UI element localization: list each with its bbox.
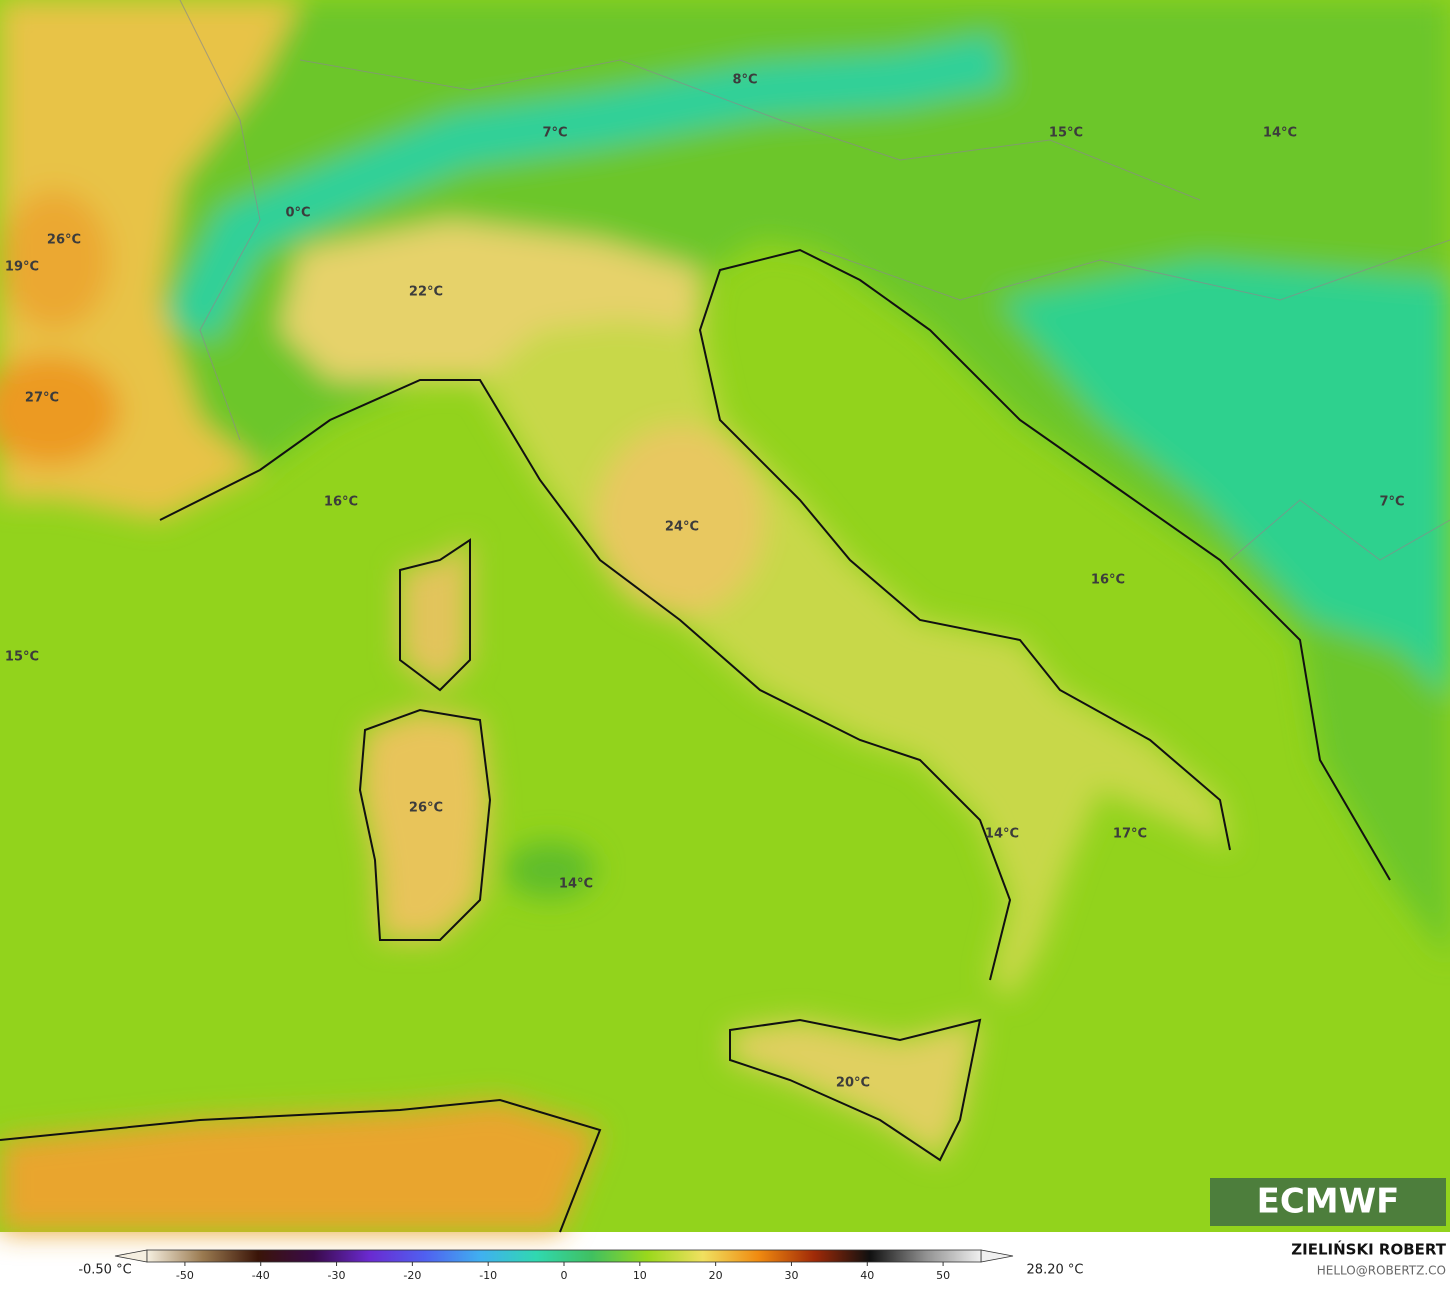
temperature-label: 14°C — [985, 827, 1019, 842]
max-label: 28.20 °C — [1027, 1263, 1084, 1278]
colorbar-tick-label: 50 — [936, 1269, 950, 1282]
colorbar-tick-label: 0 — [561, 1269, 568, 1282]
colorbar-left-end — [114, 1249, 148, 1263]
temperature-label: 14°C — [559, 877, 593, 892]
colorbar-tick-label: 20 — [709, 1269, 723, 1282]
logo: ECMWF — [1257, 1182, 1400, 1222]
temperature-label: 16°C — [324, 495, 358, 510]
colorbar-tick-label: 30 — [784, 1269, 798, 1282]
borders — [179, 0, 1450, 561]
temperature-label: 16°C — [1091, 573, 1125, 588]
temperature-labels: 8°C 7°C 15°C 14°C 0°C 26°C 19°C 22°C 27°C 16°C 24°… — [5, 73, 1405, 1091]
map: 8°C 7°C 15°C 14°C 0°C 26°C 19°C 22°C 27°C 16°C 24°… — [0, 0, 1450, 1233]
temperature-label: 27°C — [25, 391, 59, 406]
temperature-label: 7°C — [542, 126, 567, 141]
colorbar-scale — [146, 1249, 982, 1263]
temperature-label: 14°C — [1263, 126, 1297, 141]
colorbar-right-end — [980, 1249, 1014, 1263]
temperature-label: 22°C — [409, 285, 443, 300]
colorbar-tick-label: -50 — [176, 1269, 194, 1282]
temperature-label: 15°C — [1049, 126, 1083, 141]
colorbar: -0.50 °C 28.20 °C -50 -40 -30 -20 -10 0 10 20 30… — [78, 1249, 1084, 1282]
temperature-field — [0, 0, 1450, 1232]
coastlines — [0, 248, 1391, 1233]
colorbar-tick-label: -40 — [252, 1269, 270, 1282]
colorbar-tick-label: 40 — [860, 1269, 874, 1282]
temperature-label: 7°C — [1379, 495, 1404, 510]
logo-box — [1210, 1178, 1446, 1226]
colorbar-tick-label: -30 — [328, 1269, 346, 1282]
temperature-label: 17°C — [1113, 827, 1147, 842]
temperature-label: 19°C — [5, 260, 39, 275]
colorbar-tick-label: -10 — [479, 1269, 497, 1282]
temperature-label: 26°C — [409, 801, 443, 816]
temperature-label: 26°C — [47, 233, 81, 248]
temperature-label: 20°C — [836, 1076, 870, 1091]
colorbar-tick-label: -20 — [403, 1269, 421, 1282]
colorbar-tick-label: 10 — [633, 1269, 647, 1282]
temperature-label: 0°C — [285, 206, 310, 221]
author: ZIELIŃSKI ROBERT — [1291, 1240, 1446, 1259]
temperature-label: 8°C — [732, 73, 757, 88]
temperature-label: 15°C — [5, 650, 39, 665]
min-label: -0.50 °C — [78, 1263, 131, 1278]
temperature-label: 24°C — [665, 520, 699, 535]
contact: HELLO@ROBERTZ.CO — [1317, 1264, 1446, 1278]
